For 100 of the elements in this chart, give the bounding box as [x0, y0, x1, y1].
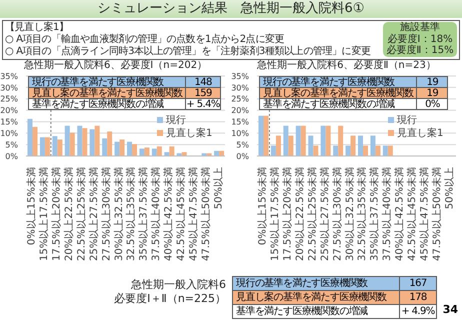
- chart-title: 急性期一般入院料6、必要度Ⅰ（n=202）: [22, 60, 208, 72]
- text: + 4.9%: [400, 304, 436, 318]
- x-tick-label: 50%以上: [212, 167, 224, 210]
- bar: [283, 126, 288, 156]
- x-tick-label: 35%以上37.5%未満: [138, 167, 150, 261]
- bar: [152, 148, 157, 156]
- bar: [132, 144, 137, 156]
- bar: [40, 137, 45, 156]
- bar: [182, 152, 187, 156]
- bar: [214, 150, 220, 156]
- y-tick-label: 0%: [5, 152, 18, 161]
- bar: [206, 153, 212, 156]
- x-tick-label: 30%以上32.5%未満: [112, 167, 125, 261]
- bar: [264, 116, 268, 156]
- bar: [346, 146, 351, 156]
- bar: [44, 137, 50, 156]
- y-tick-label: 20%: [231, 106, 250, 116]
- legend-label: 現行: [165, 114, 187, 127]
- x-tick-label: 0%以上15%未満: [26, 167, 38, 246]
- bar: [363, 146, 368, 156]
- text: 必要度Ⅰ＋Ⅱ（n=225）: [113, 292, 226, 306]
- text: 必要度Ⅱ：15%: [385, 45, 455, 56]
- x-tick-label: 37.5%以上40%未満: [150, 167, 162, 261]
- bar: [326, 126, 331, 156]
- bar: [320, 126, 326, 156]
- bar: [258, 116, 264, 156]
- annotation: + 5.4%: [186, 98, 220, 110]
- x-tick-label: 40%以上42.5%未満: [394, 167, 406, 261]
- annotation: 159: [186, 88, 220, 98]
- annotation: 基準を満たす医療機関数の増減: [260, 98, 417, 110]
- bar: [370, 136, 376, 156]
- bar: [169, 146, 174, 156]
- x-tick-label: 27.5%以上30%未満: [100, 167, 112, 261]
- x-tick-label: 30%以上32.5%未満: [344, 167, 356, 261]
- y-tick-label: 20%: [0, 106, 18, 116]
- bar: [120, 140, 125, 156]
- annotation: 19: [416, 88, 448, 98]
- y-tick-label: 35%: [231, 72, 250, 81]
- bar: [90, 129, 95, 156]
- y-tick-label: 30%: [0, 83, 18, 92]
- bar: [176, 153, 182, 156]
- text: シミュレーション結果 急性期一般入院料6①: [0, 0, 462, 18]
- y-tick-label: 30%: [231, 83, 250, 92]
- bar: [102, 138, 108, 156]
- x-tick-label: 47.5%以上50%未満: [430, 167, 443, 261]
- x-tick-label: 42.5%以上45%未満: [406, 167, 418, 261]
- bar: [114, 142, 120, 156]
- text: 必要度Ⅰ：18%: [386, 34, 454, 44]
- text: 34: [442, 303, 458, 316]
- text: 【見直し案1】: [5, 22, 70, 34]
- bar: [296, 126, 301, 156]
- bar: [64, 126, 70, 156]
- legend-label: 見直し案1: [396, 127, 444, 140]
- x-tick-label: 45%以上47.5%未満: [187, 167, 200, 261]
- x-tick-label: 22.5%以上25%未満: [306, 167, 318, 261]
- text: ○ A項目の「点滴ライン同時3本以上の管理」を「注射薬剤3種類以上の管理」に変更: [5, 46, 370, 58]
- bar: [270, 146, 276, 156]
- bar: [300, 126, 306, 156]
- annotation: 0%: [416, 98, 448, 110]
- bar: [338, 126, 344, 156]
- x-tick-label: 42.5%以上45%未満: [174, 167, 187, 261]
- x-tick-label: 32.5%以上35%未満: [125, 167, 138, 261]
- bar: [358, 136, 363, 156]
- text: 基準を満たす医療機関数の増減: [232, 304, 400, 318]
- x-tick-label: 15%以上17.5%未満: [38, 167, 50, 261]
- annotation: 現行の基準を満たす医療機関数: [260, 76, 417, 88]
- x-tick-label: 50%以上: [443, 167, 456, 210]
- bar: [52, 136, 58, 156]
- y-tick-label: 35%: [0, 72, 18, 81]
- y-tick-label: 5%: [236, 140, 250, 150]
- annotation: 148: [186, 76, 220, 88]
- x-tick-label: 17.5%以上20%未満: [282, 167, 294, 261]
- x-tick-label: 35%以上37.5%未満: [368, 167, 381, 261]
- bar: [288, 136, 294, 156]
- bar: [388, 146, 393, 156]
- annotation: 現行の基準を満たす医療機関数: [28, 76, 186, 88]
- x-tick-label: 37.5%以上40%未満: [381, 167, 394, 261]
- annotation: 見直し案の基準を満たす医療機関数: [260, 88, 417, 98]
- bar: [382, 146, 388, 156]
- y-tick-label: 10%: [0, 128, 18, 138]
- y-tick-label: 25%: [0, 94, 18, 104]
- bar: [127, 142, 132, 156]
- y-tick-label: 10%: [231, 128, 250, 138]
- bar: [77, 126, 82, 156]
- bar: [107, 132, 112, 156]
- y-tick-label: 25%: [231, 94, 250, 104]
- legend-label: 見直し案1: [165, 127, 214, 140]
- bar: [156, 146, 162, 156]
- bar: [350, 136, 356, 156]
- bar: [375, 146, 380, 156]
- bar: [82, 128, 88, 156]
- text: 急性期一般入院料6: [130, 278, 226, 292]
- x-tick-label: 27.5%以上30%未満: [331, 167, 344, 261]
- x-tick-label: 32.5%以上35%未満: [356, 167, 368, 261]
- y-tick-label: 15%: [0, 118, 18, 127]
- bar: [144, 148, 150, 156]
- y-tick-label: 15%: [231, 118, 250, 127]
- x-tick-label: 0%以上15%未満: [256, 167, 269, 246]
- x-tick-label: 20%以上22.5%未満: [63, 167, 76, 261]
- text: 施設基準: [399, 22, 441, 34]
